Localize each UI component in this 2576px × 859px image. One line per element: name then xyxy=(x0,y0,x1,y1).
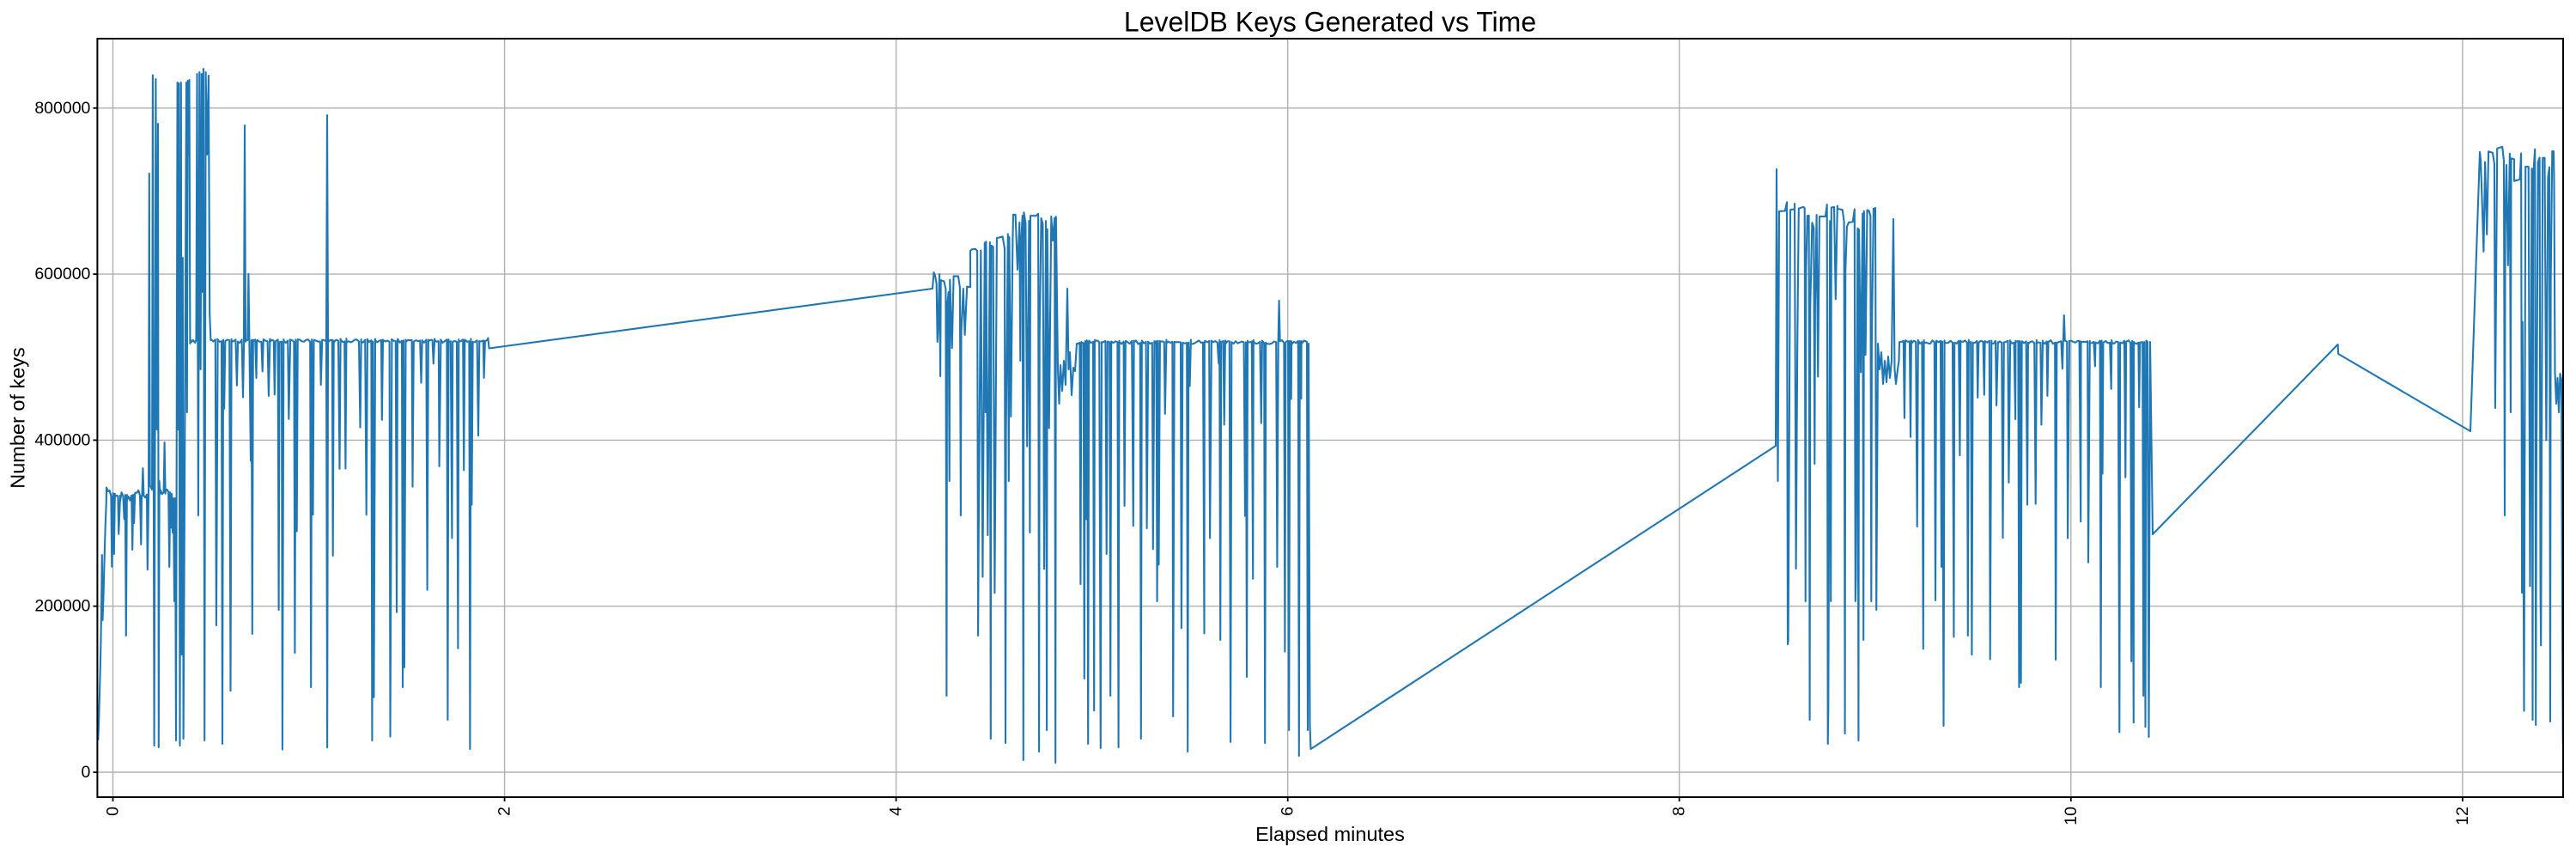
svg-text:Elapsed minutes: Elapsed minutes xyxy=(1255,823,1405,845)
svg-text:800000: 800000 xyxy=(34,99,90,118)
svg-text:Number of keys: Number of keys xyxy=(7,347,29,489)
svg-text:4: 4 xyxy=(887,807,906,816)
svg-text:8: 8 xyxy=(1670,807,1689,816)
svg-text:600000: 600000 xyxy=(34,265,90,283)
svg-text:0: 0 xyxy=(82,763,91,782)
svg-text:6: 6 xyxy=(1279,807,1297,816)
svg-text:200000: 200000 xyxy=(34,597,90,616)
svg-text:400000: 400000 xyxy=(34,430,90,449)
svg-text:10: 10 xyxy=(2062,807,2081,825)
svg-text:2: 2 xyxy=(495,807,514,816)
svg-text:12: 12 xyxy=(2453,807,2472,825)
svg-text:LevelDB Keys Generated vs Time: LevelDB Keys Generated vs Time xyxy=(1124,7,1536,38)
svg-text:0: 0 xyxy=(104,807,123,816)
